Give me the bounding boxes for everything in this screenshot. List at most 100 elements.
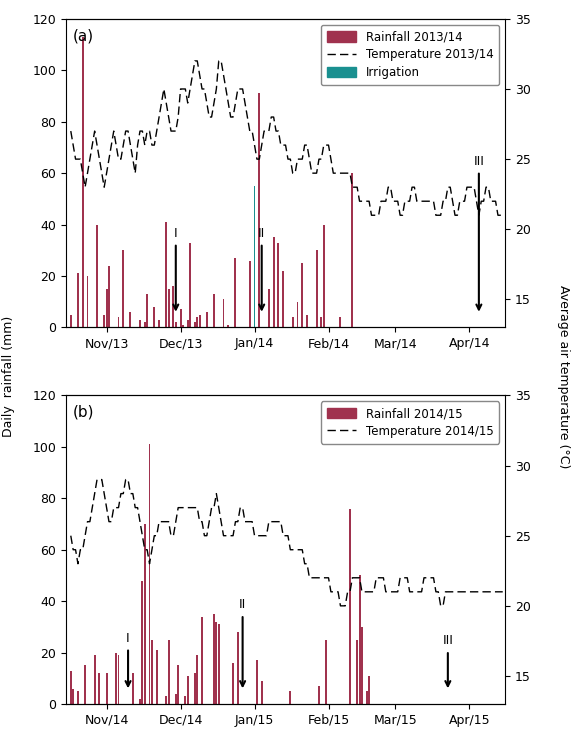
Bar: [201, 617, 203, 704]
Bar: [227, 325, 229, 328]
Bar: [84, 666, 86, 704]
Bar: [118, 317, 119, 328]
Bar: [215, 622, 218, 704]
Bar: [316, 250, 317, 328]
Bar: [349, 508, 351, 704]
Bar: [175, 322, 177, 328]
Bar: [70, 671, 72, 704]
Bar: [213, 614, 215, 704]
Bar: [249, 261, 251, 328]
Bar: [235, 258, 236, 328]
Bar: [130, 312, 131, 328]
Bar: [168, 640, 169, 704]
Text: III: III: [443, 635, 453, 686]
Bar: [99, 673, 100, 704]
Bar: [151, 640, 153, 704]
Bar: [177, 666, 179, 704]
Text: (a): (a): [72, 28, 94, 43]
Bar: [82, 37, 84, 328]
Bar: [96, 224, 98, 328]
Bar: [149, 444, 150, 704]
Bar: [301, 264, 303, 328]
Bar: [158, 320, 160, 328]
Bar: [139, 320, 141, 328]
Bar: [323, 224, 325, 328]
Bar: [320, 317, 323, 328]
Bar: [94, 655, 96, 704]
Bar: [297, 302, 298, 328]
Bar: [194, 673, 196, 704]
Bar: [141, 581, 144, 704]
Bar: [237, 632, 239, 704]
Bar: [292, 317, 294, 328]
Bar: [351, 173, 354, 328]
Text: II: II: [258, 227, 265, 309]
Bar: [356, 640, 358, 704]
Bar: [325, 640, 327, 704]
Bar: [261, 681, 263, 704]
Bar: [115, 653, 117, 704]
Bar: [180, 309, 181, 328]
Legend: Rainfall 2014/15, Temperature 2014/15: Rainfall 2014/15, Temperature 2014/15: [321, 401, 499, 444]
Text: II: II: [239, 599, 246, 686]
Bar: [139, 699, 141, 704]
Bar: [268, 289, 270, 328]
Text: Average air temperature (°C): Average air temperature (°C): [557, 285, 570, 468]
Bar: [218, 624, 220, 704]
Bar: [273, 237, 274, 328]
Bar: [368, 675, 370, 704]
Bar: [108, 266, 110, 328]
Bar: [199, 315, 200, 328]
Text: I: I: [173, 227, 179, 309]
Bar: [196, 317, 198, 328]
Bar: [132, 673, 134, 704]
Text: (b): (b): [72, 404, 94, 419]
Bar: [144, 524, 146, 704]
Bar: [258, 93, 260, 328]
Bar: [254, 186, 255, 328]
Bar: [165, 697, 167, 704]
Bar: [106, 289, 107, 328]
Bar: [359, 575, 360, 704]
Bar: [182, 325, 184, 328]
Bar: [282, 271, 284, 328]
Legend: Rainfall 2013/14, Temperature 2013/14, Irrigation: Rainfall 2013/14, Temperature 2013/14, I…: [321, 25, 499, 85]
Bar: [318, 686, 320, 704]
Bar: [256, 660, 258, 704]
Bar: [289, 691, 291, 704]
Bar: [206, 312, 208, 328]
Bar: [118, 655, 119, 704]
Bar: [189, 242, 191, 328]
Bar: [146, 294, 148, 328]
Bar: [165, 222, 167, 328]
Bar: [306, 315, 308, 328]
Bar: [168, 289, 169, 328]
Bar: [72, 689, 74, 704]
Bar: [213, 294, 215, 328]
Bar: [172, 286, 174, 328]
Bar: [106, 673, 107, 704]
Text: III: III: [474, 155, 484, 309]
Bar: [153, 307, 155, 328]
Bar: [70, 315, 72, 328]
Bar: [103, 315, 105, 328]
Bar: [175, 694, 177, 704]
Bar: [87, 276, 88, 328]
Bar: [77, 691, 79, 704]
Bar: [156, 650, 158, 704]
Bar: [77, 273, 79, 328]
Bar: [184, 697, 187, 704]
Bar: [194, 322, 196, 328]
Bar: [196, 655, 198, 704]
Bar: [361, 627, 363, 704]
Bar: [339, 317, 342, 328]
Bar: [122, 250, 124, 328]
Bar: [187, 675, 189, 704]
Text: Daily  rainfall (mm): Daily rainfall (mm): [2, 316, 15, 437]
Bar: [232, 663, 234, 704]
Bar: [366, 691, 368, 704]
Bar: [187, 320, 189, 328]
Bar: [277, 242, 280, 328]
Bar: [144, 322, 146, 328]
Bar: [223, 299, 224, 328]
